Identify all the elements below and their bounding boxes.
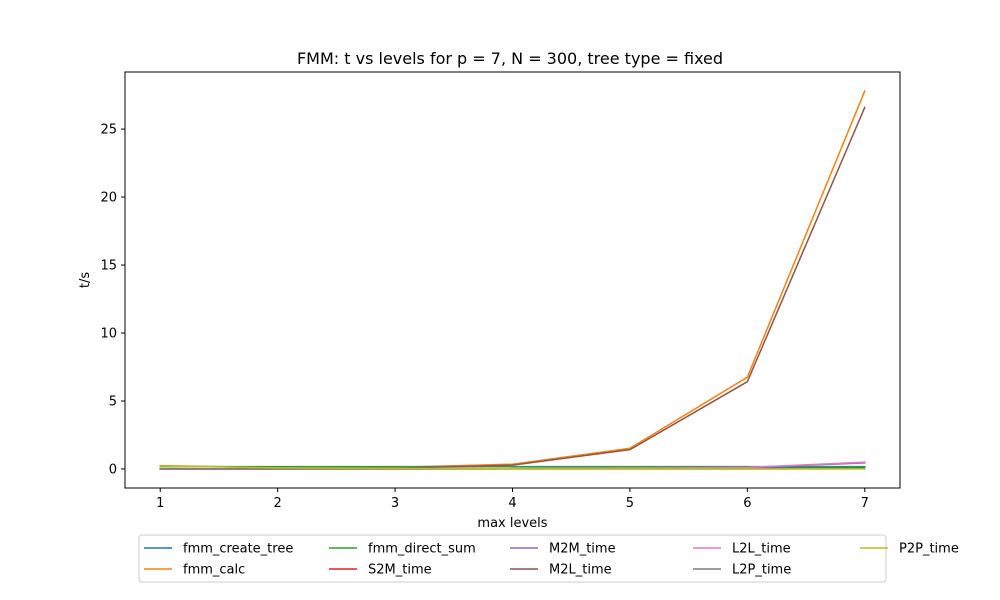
x-tick-label: 1 xyxy=(156,496,164,511)
legend-label: S2M_time xyxy=(368,563,432,578)
legend-label: fmm_create_tree xyxy=(183,542,293,557)
legend-label: fmm_calc xyxy=(183,563,245,578)
plot-area: 1 2 3 4 5 6 7 0 5 10 15 20 25 xyxy=(100,71,901,511)
legend-label: M2M_time xyxy=(549,542,616,557)
x-tick-label: 2 xyxy=(274,496,282,511)
legend-item-M2M_time: M2M_time xyxy=(510,542,616,557)
legend-item-fmm_calc: fmm_calc xyxy=(144,563,245,578)
y-tick-label: 15 xyxy=(100,259,117,274)
legend-item-fmm_direct_sum: fmm_direct_sum xyxy=(329,542,476,557)
y-axis-label: t/s xyxy=(78,272,93,288)
legend-label: P2P_time xyxy=(899,542,959,557)
legend-label: L2P_time xyxy=(732,563,791,578)
y-tick-label: 25 xyxy=(100,123,117,138)
legend-label: L2L_time xyxy=(732,542,791,557)
x-axis-label: max levels xyxy=(477,516,547,531)
y-axis-ticks: 0 5 10 15 20 25 xyxy=(100,123,125,477)
legend-item-L2P_time: L2P_time xyxy=(693,563,791,578)
legend-item-S2M_time: S2M_time xyxy=(329,563,432,578)
legend-label: M2L_time xyxy=(549,563,612,578)
x-tick-label: 3 xyxy=(391,496,399,511)
legend-label: fmm_direct_sum xyxy=(368,542,476,557)
legend-item-fmm_create_tree: fmm_create_tree xyxy=(144,542,293,557)
x-tick-label: 7 xyxy=(861,496,869,511)
x-tick-label: 5 xyxy=(626,496,634,511)
legend-frame xyxy=(138,534,887,583)
x-tick-label: 4 xyxy=(508,496,516,511)
legend-item-P2P_time: P2P_time xyxy=(860,542,959,557)
series-layer xyxy=(159,90,866,470)
x-tick-label: 6 xyxy=(743,496,751,511)
x-axis-ticks: 1 2 3 4 5 6 7 xyxy=(156,488,869,511)
chart-title: FMM: t vs levels for p = 7, N = 300, tre… xyxy=(297,49,723,68)
legend: fmm_create_tree fmm_calc fmm_direct_sum S2M… xyxy=(138,534,959,583)
series-line-P2P_time xyxy=(159,465,866,470)
legend-item-L2L_time: L2L_time xyxy=(693,542,791,557)
y-tick-label: 0 xyxy=(109,462,117,477)
legend-item-M2L_time: M2L_time xyxy=(510,563,612,578)
legend-items: fmm_create_tree fmm_calc fmm_direct_sum S2M… xyxy=(144,542,959,578)
y-tick-label: 10 xyxy=(100,327,117,342)
y-tick-label: 20 xyxy=(100,191,117,206)
y-tick-label: 5 xyxy=(109,394,117,409)
